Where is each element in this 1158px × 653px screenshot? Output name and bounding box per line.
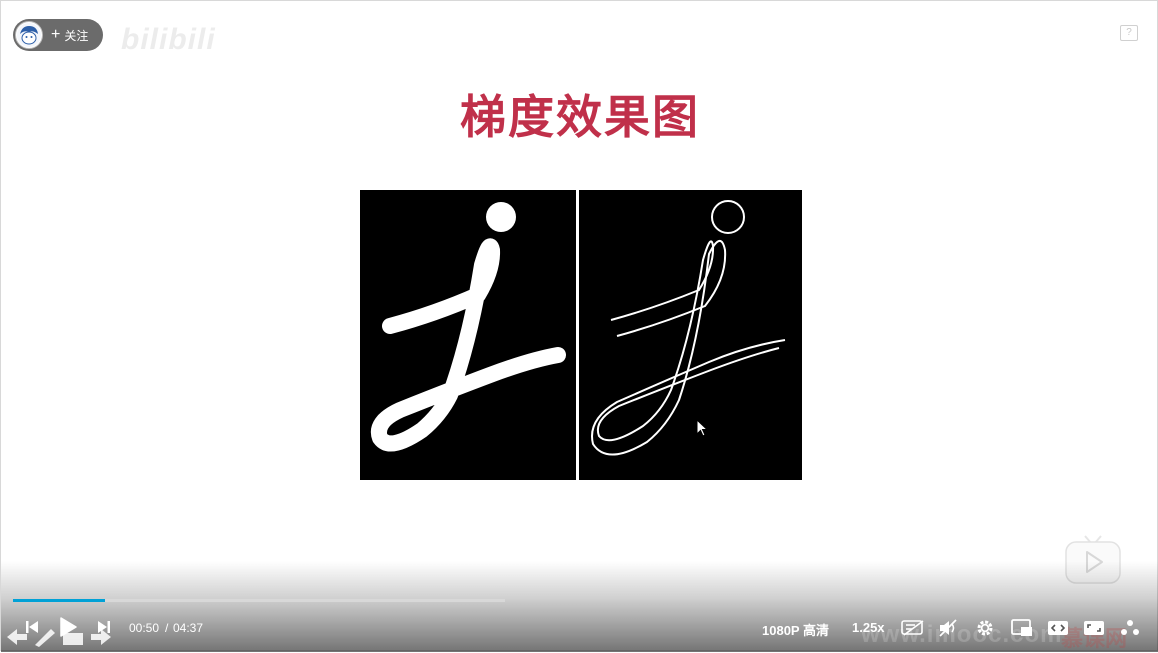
danmaku-toggle[interactable] bbox=[901, 620, 925, 641]
follow-button[interactable]: + 关注 bbox=[13, 19, 103, 51]
next-icon bbox=[98, 621, 110, 633]
time-separator: / bbox=[165, 621, 169, 635]
help-icon[interactable]: ? bbox=[1120, 25, 1138, 41]
more-icon bbox=[1121, 620, 1139, 635]
bilibili-watermark: bilibili bbox=[121, 23, 216, 56]
widescreen-button[interactable] bbox=[1047, 619, 1069, 642]
current-time: 00:50 bbox=[129, 621, 160, 635]
plus-icon: + bbox=[51, 26, 61, 43]
gradient-figure bbox=[360, 190, 802, 480]
volume-button[interactable] bbox=[938, 618, 958, 643]
widescreen-icon bbox=[1048, 621, 1068, 635]
next-button[interactable] bbox=[97, 620, 111, 639]
quality-button[interactable]: 1080P 高清 bbox=[762, 623, 829, 638]
controls-shade bbox=[1, 561, 1158, 652]
settings-button[interactable] bbox=[975, 618, 995, 643]
mouse-cursor-icon bbox=[696, 419, 709, 437]
progress-bar[interactable] bbox=[13, 599, 505, 602]
annotation-tools-icon[interactable] bbox=[5, 619, 115, 647]
follow-label: 关注 bbox=[64, 28, 89, 43]
play-button[interactable] bbox=[58, 617, 78, 642]
prev-icon bbox=[26, 621, 38, 633]
progress-fill bbox=[13, 599, 106, 602]
avatar[interactable] bbox=[15, 21, 43, 49]
gear-icon bbox=[977, 620, 993, 636]
prev-button[interactable] bbox=[25, 620, 39, 639]
fullscreen-button[interactable] bbox=[1083, 619, 1105, 642]
original-image bbox=[360, 190, 576, 480]
pip-button[interactable] bbox=[1011, 619, 1033, 642]
play-icon bbox=[60, 617, 77, 637]
gradient-image bbox=[579, 190, 802, 480]
duration: 04:37 bbox=[173, 621, 204, 635]
more-button[interactable] bbox=[1119, 618, 1141, 643]
slide-title: 梯度效果图 bbox=[460, 91, 700, 143]
pip-icon bbox=[1011, 619, 1032, 636]
mute-icon bbox=[939, 619, 957, 637]
fullscreen-icon bbox=[1084, 621, 1104, 635]
speed-button[interactable]: 1.25x bbox=[852, 620, 885, 635]
danmaku-off-icon bbox=[901, 620, 924, 636]
